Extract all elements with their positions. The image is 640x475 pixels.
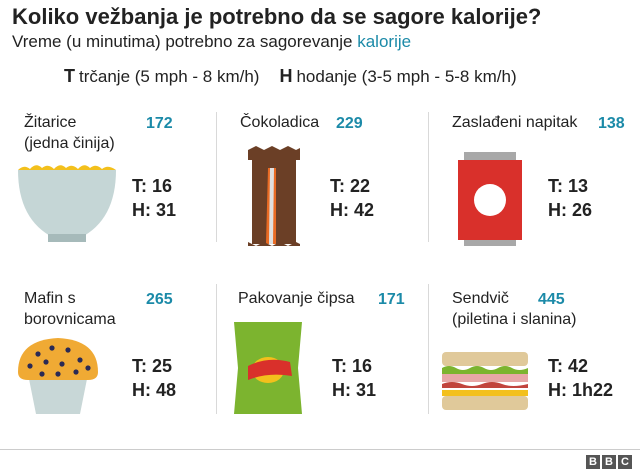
run-time: T: 25 (132, 356, 173, 376)
item-calories: 265 (146, 291, 173, 308)
item-calories: 172 (146, 115, 173, 132)
page-title: Koliko vežbanja je potrebno da se sagore… (12, 4, 542, 29)
walk-time: H: 42 (330, 200, 375, 220)
muffin-icon (18, 338, 98, 414)
legend-run-label: trčanje (5 mph - 8 km/h) (79, 67, 260, 86)
item-calories: 229 (336, 115, 363, 132)
legend-walk-key: H (279, 66, 293, 86)
item-calories: 138 (598, 115, 625, 132)
run-time: T: 16 (132, 176, 173, 196)
walk-time: H: 26 (548, 200, 593, 220)
item-name: Pakovanje čipsa (238, 290, 355, 307)
legend-run-key: T (64, 66, 75, 86)
walk-time: H: 31 (132, 200, 177, 220)
item-calories: 171 (378, 291, 405, 308)
divider (216, 284, 217, 414)
chocolate-bar-icon (248, 146, 300, 246)
run-time: T: 42 (548, 356, 589, 376)
item-calories: 445 (538, 291, 565, 308)
cereal-bowl-icon (18, 165, 116, 242)
walk-time: H: 48 (132, 380, 177, 400)
run-time: T: 13 (548, 176, 589, 196)
walk-time: H: 1h22 (548, 380, 614, 400)
subtitle-text: Vreme (u minutima) potrebno za sagorevan… (12, 32, 358, 51)
footer-divider (0, 449, 640, 450)
subtitle-accent: kalorije (357, 32, 412, 51)
divider (428, 112, 429, 242)
sandwich-icon (442, 352, 528, 410)
item-name: Čokoladica (240, 114, 320, 131)
item-name: Žitarice (jedna činija) (24, 114, 115, 152)
run-time: T: 16 (332, 356, 373, 376)
subtitle: Vreme (u minutima) potrebno za sagorevan… (12, 32, 411, 52)
divider (428, 284, 429, 414)
run-time: T: 22 (330, 176, 371, 196)
item-name: Zaslađeni napitak (452, 114, 578, 131)
item-name: Sendvič (piletina i slanina) (452, 290, 577, 328)
legend-walk-label: hodanje (3-5 mph - 5-8 km/h) (296, 67, 517, 86)
walk-time: H: 31 (332, 380, 377, 400)
chips-bag-icon (234, 322, 302, 414)
divider (216, 112, 217, 242)
soda-can-icon (458, 152, 522, 246)
item-name: Mafin s borovnicama (24, 290, 116, 328)
